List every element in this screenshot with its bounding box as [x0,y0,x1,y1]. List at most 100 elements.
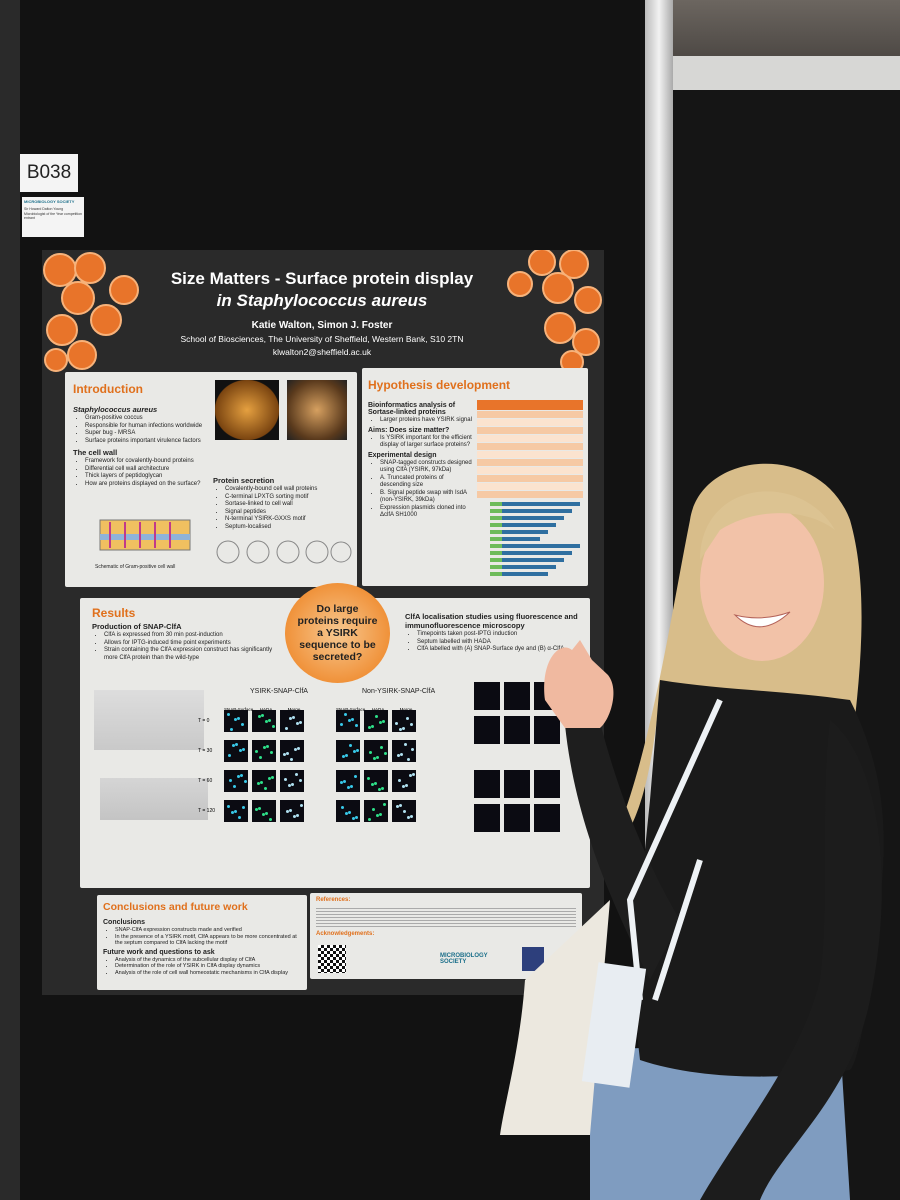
cell-dot [293,815,296,818]
cell-dot [239,749,242,752]
micrograph-cell [224,710,248,732]
cell-dot [291,783,294,786]
channel-label: HADA [252,707,280,712]
cell-dot [399,804,402,807]
right-arm [700,720,882,1200]
cell-dot [398,779,401,782]
cell-dot [238,816,241,819]
bullet: Septum labelled with HADA [417,639,585,647]
micrograph-cell [336,800,360,822]
bullet-list: Covalently-bound cell wall proteinsC-ter… [213,486,353,531]
cell-dot [379,813,382,816]
construct-bar [490,572,548,576]
cell-dot [402,785,405,788]
society-logo: MICROBIOLOGY SOCIETY [440,953,488,965]
cell-dot [369,751,372,754]
micrograph-cell [336,740,360,762]
cell-dot [345,812,348,815]
cell-dot [350,785,353,788]
protein-table [477,400,583,498]
cell-dot [344,713,347,716]
cell-dot [347,786,350,789]
subheading: Future work and questions to ask [103,948,215,956]
micrograph [287,380,347,440]
table-row [477,443,583,450]
construct-tag [490,502,502,506]
cell-dot [286,752,289,755]
timepoint-row: T = 60 [198,768,458,798]
bullet: Analysis of the dynamics of the subcellu… [115,957,303,964]
micrograph-cell [392,800,416,822]
channel-row: SNAP-SurfaceHADAMergeSNAP-SurfaceHADAMer… [198,698,458,712]
bullet: Gram-positive coccus [85,415,213,423]
cell-dot [373,757,376,760]
cell-dot [292,716,295,719]
bullet: Thick layers of peptidoglycan [85,473,213,481]
cell-dot [232,744,235,747]
channel-label: Merge [392,707,420,712]
cell-dot [284,778,287,781]
cell-dot [272,725,275,728]
cell-dot [271,776,274,779]
cell-dot [240,774,243,777]
bullet-list: Larger proteins have YSIRK signal [368,417,476,425]
cell-dot [242,806,245,809]
cell-dot [241,723,244,726]
western-blot [100,778,208,820]
bullet: Analysis of the role of cell wall homeos… [115,970,303,977]
cell-dot [295,773,298,776]
construct-bar [490,551,572,555]
secretion-text: Protein secretionCovalently-bound cell w… [213,476,353,533]
cell-dot [410,723,413,726]
cell-dot [368,818,371,821]
figure-caption: Schematic of Gram-positive cell wall [95,564,176,570]
cell-dot [380,746,383,749]
cell-dot [237,717,240,720]
timepoint-label: T = 0 [198,718,210,724]
bullet: C-terminal LPXTG sorting motif [225,494,353,502]
micrograph-cell [504,682,530,710]
bullet-list: SNAP-tagged constructs designed using Cl… [368,460,476,520]
cell-dot [349,744,352,747]
table-row [477,411,583,418]
micrograph-cell [474,716,500,744]
cell-dot [340,781,343,784]
bullet: Differential cell wall architecture [85,466,213,474]
micrograph-cell [534,770,560,798]
arm [565,722,680,980]
bullet: B. Signal peptide swap with IsdA (non-YS… [380,490,476,505]
cell-dot [255,750,258,753]
cell-dot [285,727,288,730]
bullet: Super bug - MRSA [85,430,213,438]
bullet: Expression plasmids cloned into ΔclfA SH… [380,505,476,520]
cell-dot [399,728,402,731]
cell-dot [258,807,261,810]
cell-dot [396,805,399,808]
channel-label: HADA [364,707,392,712]
board-frame [0,0,20,1200]
cell-dot [235,743,238,746]
construct-diagram [490,502,580,576]
cell-dot [355,816,358,819]
cell-dot [297,747,300,750]
cell-dot [266,745,269,748]
cell-dot [299,721,302,724]
cell-dot [343,780,346,783]
bullet: ClfA labelled with (A) SNAP-Surface dye … [417,646,585,654]
construct-tag [490,537,502,541]
subheading: ClfA localisation studies using fluoresc… [405,612,578,630]
table-row [477,427,583,434]
construct-bar [490,509,572,513]
cell-dot [348,719,351,722]
timepoint-row: T = 120 [198,798,458,828]
construct-label: YSIRK-SNAP-ClfA [250,688,308,695]
cell-dot [367,777,370,780]
cell-dot [283,753,286,756]
cell-dot [257,782,260,785]
cell-dot [231,811,234,814]
cell-dot [404,743,407,746]
cell-dot [227,805,230,808]
cell-dot [340,723,343,726]
micrograph-cell [534,804,560,832]
cell-dot [288,784,291,787]
